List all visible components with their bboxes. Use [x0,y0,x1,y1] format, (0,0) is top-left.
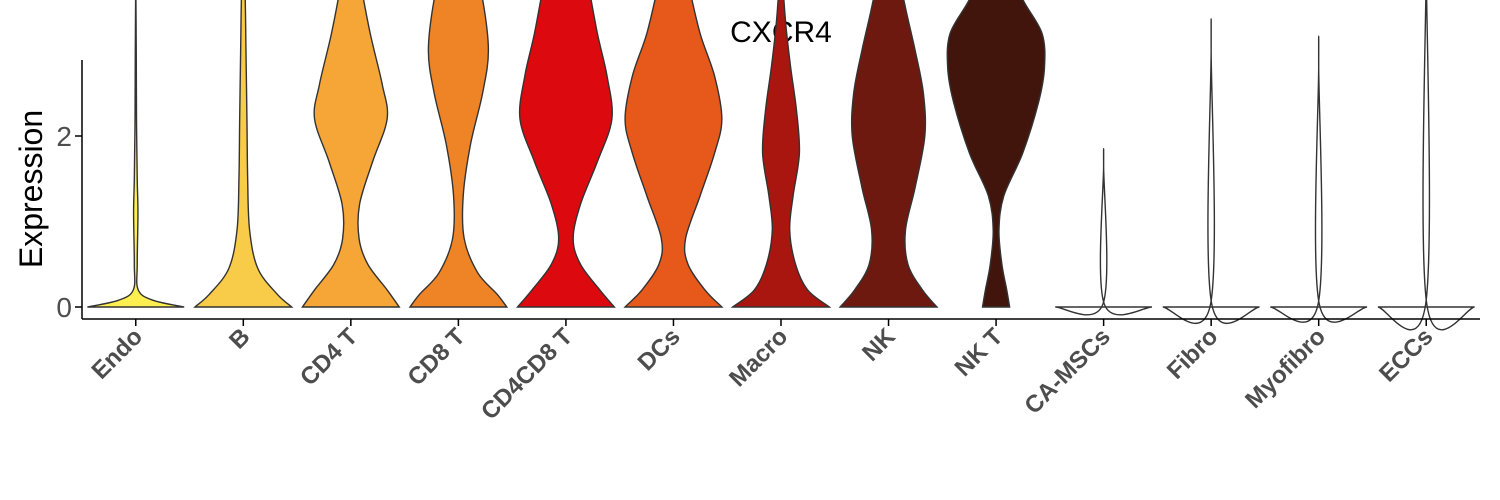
x-tick-label-8: NK T [950,323,1009,382]
x-axis-ticks: Endo B CD4 T CD8 T CD4CD8 T DCs Macro NK NK T CA-… [86,319,1438,425]
violin-cd4-t [301,0,401,308]
violin-eccs [1377,0,1475,331]
x-tick-label-2: CD4 T [295,323,363,391]
violin-b [193,0,294,308]
y-tick-label-0: 0 [56,292,72,323]
x-tick-label-6: Macro [724,323,793,392]
x-tick-label-0: Endo [86,323,148,385]
y-axis-ticks: 024 [56,121,82,323]
x-tick-label-1: B [224,323,255,354]
violin-ca-mscs [1055,148,1153,316]
violin-dcs [623,0,724,308]
violin-nk [838,0,939,308]
x-tick-label-7: NK [857,323,901,367]
violin-macro [730,0,832,308]
violin-fibro [1162,18,1260,325]
x-tick-label-11: Myofibro [1240,323,1331,414]
x-tick-label-4: CD4CD8 T [476,323,578,425]
x-tick-label-5: DCs [633,323,686,376]
x-tick-label-12: ECCs [1374,323,1438,387]
x-tick-label-3: CD8 T [403,323,471,391]
violin-myofibro [1270,35,1368,323]
y-axis-label: Expression [13,110,49,268]
x-tick-label-9: CA-MSCs [1019,323,1115,419]
violin-cd8-t [408,0,509,308]
violin-group [87,0,1475,331]
violin-nk-t [946,0,1046,308]
violin-cd4cd8-t [516,0,616,308]
violin-endo [87,0,185,308]
y-tick-label-1: 2 [56,121,72,152]
x-tick-label-10: Fibro [1162,323,1224,385]
